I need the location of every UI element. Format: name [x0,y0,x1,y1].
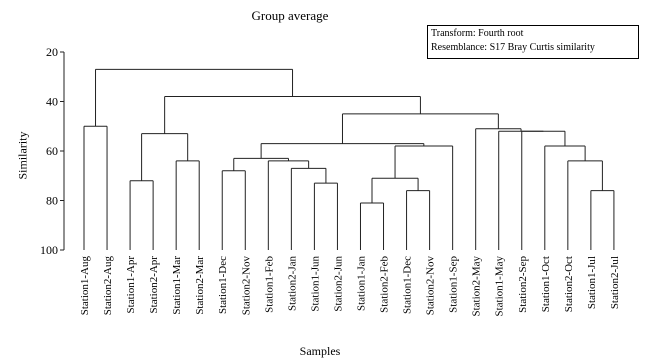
figure-title: Group average [251,8,329,23]
leaf-label: Station1-May [494,256,506,317]
y-tick-label: 40 [46,95,58,109]
dendrogram-branches [83,68,615,250]
leaf-label: Station1-Apr [125,256,137,314]
leaf-label: Station2-Oct [563,256,575,312]
leaf-label: Station2-Jan [286,256,298,311]
leaf-label: Station1-Feb [263,256,275,313]
leaf-label: Station2-Jun [332,256,344,312]
y-axis: 20 40 60 80 100 [40,45,65,257]
leaf-label: Station2-Mar [194,256,206,315]
leaf-label: Station2-Nov [425,256,437,316]
leaf-label: Station1-Dec [402,256,414,314]
leaf-label: Station1-Jun [309,256,321,312]
leaf-label: Station2-Sep [517,256,529,313]
leaf-label: Station1-Dec [217,256,229,314]
y-tick-label: 100 [40,243,58,257]
leaf-label: Station1-Mar [171,256,183,315]
leaf-label: Station1-Jan [355,256,367,311]
leaf-label: Station1-Aug [79,256,91,316]
legend-box: Transform: Fourth root Resemblance: S17 … [427,25,639,59]
leaf-label: Station2-Apr [148,256,160,314]
y-tick-label: 60 [46,144,58,158]
leaf-label: Station2-Jul [609,256,621,309]
leaf-label: Station2-Aug [102,256,114,316]
y-tick-label: 80 [46,194,58,208]
leaf-label: Station2-Nov [240,256,252,316]
leaf-labels: Station1-Aug Station2-Aug Station1-Apr Stat… [79,256,621,317]
x-axis-label: Samples [299,344,341,358]
leaf-label: Station2-Feb [379,256,391,313]
leaf-label: Station2-May [471,256,483,317]
y-tick-label: 20 [46,45,58,59]
leaf-label: Station1-Sep [448,256,460,313]
leaf-label: Station1-Oct [540,256,552,312]
resemblance-note: Resemblance: S17 Bray Curtis similarity [431,42,595,53]
transform-note: Transform: Fourth root [431,28,524,39]
leaf-label: Station1-Jul [586,256,598,309]
